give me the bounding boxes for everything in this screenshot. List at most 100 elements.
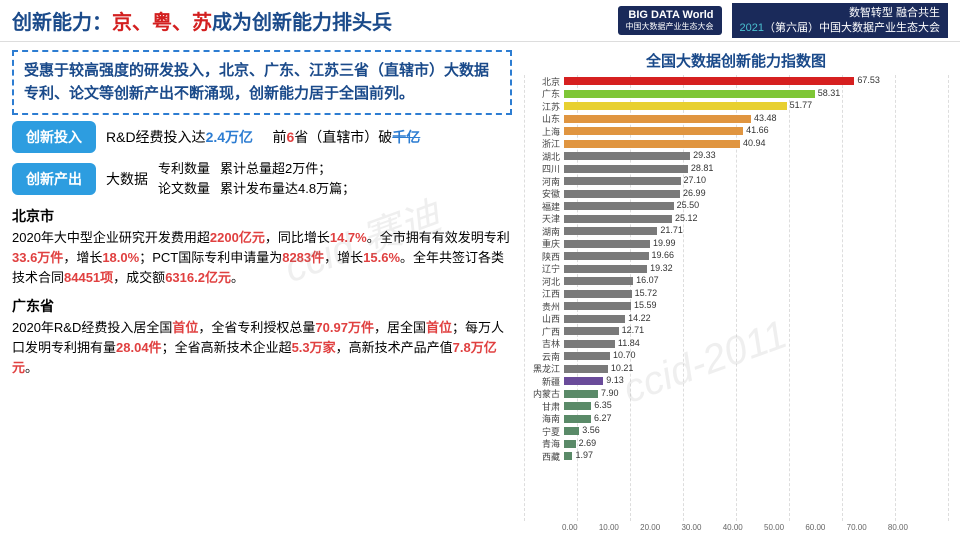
- tag-output: 创新产出: [12, 163, 96, 195]
- bar-row: 浙江40.94: [562, 138, 908, 151]
- bar-fill: [564, 315, 625, 323]
- logo-box: BIG DATA World 中国大数据产业生态大会: [618, 6, 722, 35]
- bar-row: 天津25.12: [562, 213, 908, 226]
- bar-fill: [564, 190, 680, 198]
- bar-fill: [564, 452, 572, 460]
- bar-row: 山西14.22: [562, 313, 908, 326]
- conf-line1: 数智转型 融合共生: [740, 6, 940, 20]
- detail-beijing: 北京市 2020年大中型企业研究开发费用超2200亿元，同比增长14.7%。全市…: [12, 204, 512, 288]
- bar-value: 26.99: [683, 188, 706, 198]
- bar-fill: [564, 302, 631, 310]
- bar-row: 黑龙江10.21: [562, 363, 908, 376]
- bar-fill: [564, 327, 619, 335]
- bar-label: 宁夏: [524, 425, 560, 438]
- bar-fill: [564, 415, 591, 423]
- row2-lines: 专利数量 论文数量: [158, 159, 210, 198]
- bar-label: 甘肃: [524, 400, 560, 413]
- bar-fill: [564, 240, 650, 248]
- bar-row: 上海41.66: [562, 125, 908, 138]
- bar-row: 江苏51.77: [562, 100, 908, 113]
- bar-label: 云南: [524, 350, 560, 363]
- bar-label: 上海: [524, 125, 560, 138]
- bar-fill: [564, 177, 681, 185]
- conf-line2: 2021（第六届）中国大数据产业生态大会: [740, 21, 940, 35]
- bar-label: 黑龙江: [524, 362, 560, 375]
- bar-label: 河北: [524, 275, 560, 288]
- bar-row: 西藏1.97: [562, 450, 908, 463]
- bar-value: 51.77: [790, 100, 813, 110]
- bar-label: 新疆: [524, 375, 560, 388]
- bar-label: 西藏: [524, 450, 560, 463]
- bar-row: 福建25.50: [562, 200, 908, 213]
- bar-row: 广西12.71: [562, 325, 908, 338]
- logo-area: BIG DATA World 中国大数据产业生态大会 数智转型 融合共生 202…: [618, 3, 948, 38]
- bar-fill: [564, 227, 657, 235]
- bar-value: 41.66: [746, 125, 769, 135]
- bar-fill: [564, 277, 633, 285]
- bar-label: 北京: [524, 75, 560, 88]
- beijing-title: 北京市: [12, 206, 512, 228]
- bar-value: 67.53: [857, 75, 880, 85]
- chart-bars: 北京67.53广东58.31江苏51.77山东43.48上海41.66浙江40.…: [524, 75, 948, 521]
- right-panel: 全国大数据创新能力指数图 北京67.53广东58.31江苏51.77山东43.4…: [524, 50, 948, 532]
- bar-fill: [564, 127, 743, 135]
- detail-guangdong: 广东省 2020年R&D经费投入居全国首位，全省专利授权总量70.97万件，居全…: [12, 294, 512, 378]
- bar-fill: [564, 440, 576, 448]
- bar-value: 7.90: [601, 388, 619, 398]
- bar-fill: [564, 402, 591, 410]
- x-tick: 10.00: [599, 523, 619, 532]
- bar-label: 海南: [524, 412, 560, 425]
- tag-input: 创新投入: [12, 121, 96, 153]
- bar-fill: [564, 340, 615, 348]
- bar-row: 宁夏3.56: [562, 425, 908, 438]
- bar-value: 3.56: [582, 425, 600, 435]
- bar-label: 广西: [524, 325, 560, 338]
- bar-fill: [564, 265, 647, 273]
- bar-fill: [564, 352, 610, 360]
- content: 受惠于较高强度的研发投入，北京、广东、江苏三省（直辖市）大数据专利、论文等创新产…: [0, 42, 960, 536]
- x-tick: 50.00: [764, 523, 784, 532]
- bar-value: 40.94: [743, 138, 766, 148]
- bar-row: 云南10.70: [562, 350, 908, 363]
- bar-row: 四川28.81: [562, 163, 908, 176]
- x-tick: 20.00: [640, 523, 660, 532]
- bar-row: 重庆19.99: [562, 238, 908, 251]
- bar-row: 山东43.48: [562, 113, 908, 126]
- bar-value: 12.71: [622, 325, 645, 335]
- bar-row: 新疆9.13: [562, 375, 908, 388]
- bar-label: 青海: [524, 437, 560, 450]
- bar-label: 浙江: [524, 137, 560, 150]
- bar-value: 15.59: [634, 300, 657, 310]
- bar-label: 福建: [524, 200, 560, 213]
- beijing-body: 2020年大中型企业研究开发费用超2200亿元，同比增长14.7%。全市拥有有效…: [12, 228, 512, 288]
- bar-label: 内蒙古: [524, 387, 560, 400]
- bar-label: 江西: [524, 287, 560, 300]
- bar-value: 16.07: [636, 275, 659, 285]
- bar-row: 辽宁19.32: [562, 263, 908, 276]
- header: 创新能力：京、粤、苏成为创新能力排头兵 BIG DATA World 中国大数据…: [0, 0, 960, 42]
- bar-row: 湖南21.71: [562, 225, 908, 238]
- title-rest: 成为创新能力排头兵: [212, 12, 392, 34]
- bar-fill: [564, 202, 674, 210]
- guangdong-body: 2020年R&D经费投入居全国首位，全省专利授权总量70.97万件，居全国首位；…: [12, 318, 512, 378]
- title-prefix: 创新能力：: [12, 12, 112, 34]
- bar-value: 25.12: [675, 213, 698, 223]
- x-tick: 80.00: [888, 523, 908, 532]
- bar-row: 贵州15.59: [562, 300, 908, 313]
- bar-label: 四川: [524, 162, 560, 175]
- bar-fill: [564, 215, 672, 223]
- bar-label: 江苏: [524, 100, 560, 113]
- bar-value: 58.31: [818, 88, 841, 98]
- bar-row: 海南6.27: [562, 413, 908, 426]
- bar-value: 43.48: [754, 113, 777, 123]
- bar-value: 25.50: [677, 200, 700, 210]
- chart-area: 北京67.53广东58.31江苏51.77山东43.48上海41.66浙江40.…: [524, 75, 948, 532]
- bar-fill: [564, 365, 608, 373]
- bar-row: 安徽26.99: [562, 188, 908, 201]
- bar-fill: [564, 427, 579, 435]
- bar-value: 10.70: [613, 350, 636, 360]
- bar-value: 1.97: [575, 450, 593, 460]
- bar-label: 河南: [524, 175, 560, 188]
- bar-value: 21.71: [660, 225, 683, 235]
- bar-label: 辽宁: [524, 262, 560, 275]
